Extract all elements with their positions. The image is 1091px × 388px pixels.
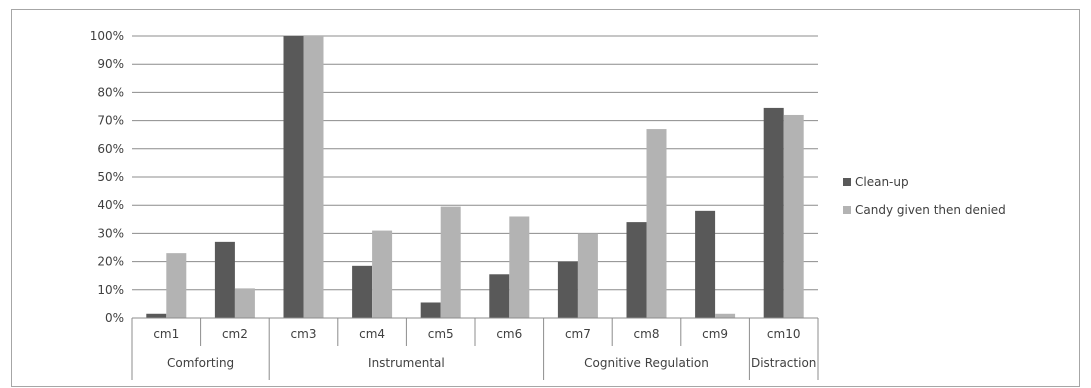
y-tick-label: 90%	[97, 57, 124, 71]
category-label-cm10: cm10	[767, 327, 801, 341]
category-label-cm7: cm7	[565, 327, 591, 341]
bar-series-2-cm4	[372, 231, 392, 318]
category-labels: cm1 cm2 cm3 cm4 cm5 cm6 cm7 cm8 cm9 cm10	[153, 327, 800, 341]
bar-series-2-cm8	[647, 129, 667, 318]
y-tick-label: 80%	[97, 85, 124, 99]
bar-series-1-cm1	[146, 314, 166, 318]
bar-series-2-cm1	[166, 253, 186, 318]
legend-label: Candy given then denied	[855, 203, 1006, 217]
bar-chart: 0% 10% 20% 30% 40% 50% 60% 70% 80% 90% 100% cm1 cm2…	[12, 10, 1081, 388]
bar-series-2-cm7	[578, 233, 598, 318]
y-tick-label: 20%	[97, 255, 124, 269]
bar-series-2-cm9	[715, 314, 735, 318]
legend-swatch	[843, 206, 851, 214]
category-label-cm9: cm9	[702, 327, 728, 341]
category-label-cm5: cm5	[428, 327, 454, 341]
bar-series-2-cm2	[235, 288, 255, 318]
bar-series-1-cm8	[627, 222, 647, 318]
legend-label: Clean-up	[855, 175, 909, 189]
category-label-cm8: cm8	[634, 327, 660, 341]
y-tick-label: 70%	[97, 114, 124, 128]
bar-series-1-cm10	[764, 108, 784, 318]
y-tick-label: 100%	[90, 29, 124, 43]
group-labels: Comforting Instrumental Cognitive Regulati…	[167, 356, 816, 370]
bar-series-2-cm6	[509, 216, 529, 318]
group-label: Comforting	[167, 356, 234, 370]
bar-series-1-cm7	[558, 262, 578, 318]
category-label-cm6: cm6	[496, 327, 522, 341]
legend: Clean-up Candy given then denied	[843, 175, 1006, 217]
group-label: Instrumental	[368, 356, 445, 370]
bar-series-2-cm10	[784, 115, 804, 318]
bar-series-1-cm2	[215, 242, 235, 318]
group-label: Distraction	[751, 356, 816, 370]
legend-item: Clean-up	[843, 175, 909, 189]
bar-series-2-cm3	[304, 36, 324, 318]
category-label-cm2: cm2	[222, 327, 248, 341]
legend-item: Candy given then denied	[843, 203, 1006, 217]
category-label-cm1: cm1	[153, 327, 179, 341]
y-tick-label: 50%	[97, 170, 124, 184]
bar-series-1-cm5	[421, 302, 441, 318]
y-tick-label: 0%	[105, 311, 124, 325]
y-tick-label: 10%	[97, 283, 124, 297]
group-label: Cognitive Regulation	[584, 356, 709, 370]
legend-swatch	[843, 178, 851, 186]
category-label-cm3: cm3	[291, 327, 317, 341]
chart-area: 0% 10% 20% 30% 40% 50% 60% 70% 80% 90% 100% cm1 cm2…	[11, 9, 1080, 387]
category-label-cm4: cm4	[359, 327, 385, 341]
y-tick-label: 60%	[97, 142, 124, 156]
bar-series-1-cm3	[284, 36, 304, 318]
y-tick-label: 40%	[97, 198, 124, 212]
bar-series-1-cm4	[352, 266, 372, 318]
bar-series-1-cm6	[489, 274, 509, 318]
y-tick-label: 30%	[97, 226, 124, 240]
bar-series-1-cm9	[695, 211, 715, 318]
bar-series-2-cm5	[441, 207, 461, 318]
y-axis-tick-labels: 0% 10% 20% 30% 40% 50% 60% 70% 80% 90% 100%	[90, 29, 124, 325]
